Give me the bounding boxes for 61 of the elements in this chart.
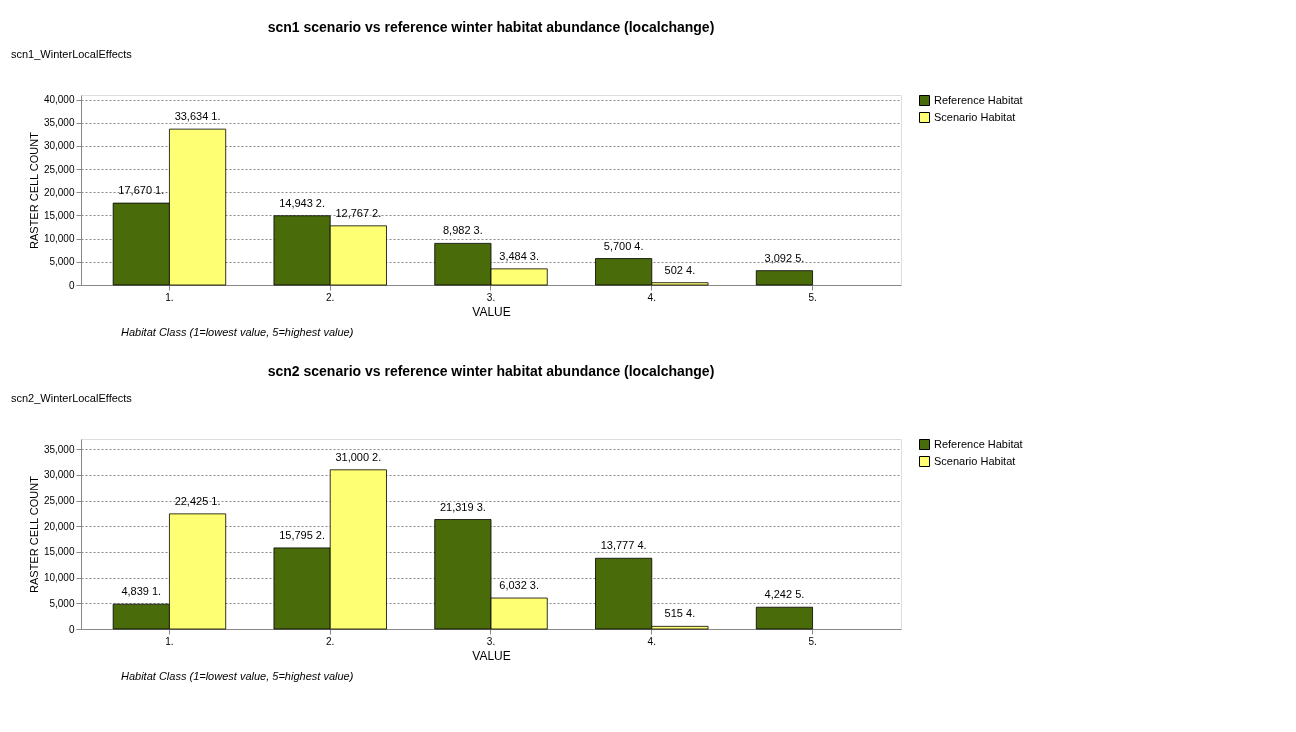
y-tick-label: 5,000 bbox=[49, 256, 75, 268]
data-label: 5,700 4. bbox=[603, 239, 644, 252]
text: scn2_WinterLocalEffects bbox=[11, 392, 133, 404]
x-axis-title: VALUE bbox=[472, 304, 511, 319]
y-tick-label: 40,000 bbox=[43, 94, 75, 106]
y-tick-label: 0 bbox=[68, 623, 75, 635]
y-tick-label: 10,000 bbox=[43, 233, 75, 245]
data-label: 8,982 3. bbox=[442, 224, 483, 237]
x-tick-label: 3. bbox=[486, 291, 496, 303]
bar bbox=[755, 270, 813, 286]
y-tick-label: 20,000 bbox=[43, 520, 75, 532]
data-label: 33,634 1. bbox=[174, 110, 221, 123]
y-axis-title: RASTER CELL COUNT bbox=[27, 475, 40, 593]
chart-title: scn1 scenario vs reference winter habitat abundance (localchange) bbox=[267, 19, 715, 35]
y-axis-title: RASTER CELL COUNT bbox=[27, 131, 40, 249]
x-tick-label: 1. bbox=[165, 635, 174, 647]
x-tick-label: 2. bbox=[326, 635, 335, 647]
y-tick-label: 30,000 bbox=[43, 469, 75, 481]
data-label: 14,943 2. bbox=[279, 196, 326, 209]
x-tick-label: 4. bbox=[647, 635, 656, 647]
data-label: 17,670 1. bbox=[118, 184, 165, 197]
data-label: 13,777 4. bbox=[600, 539, 647, 552]
data-label: 4,839 1. bbox=[121, 585, 162, 598]
text: scn1_WinterLocalEffects bbox=[11, 48, 133, 60]
legend-label: Reference Habitat bbox=[934, 437, 1023, 450]
legend-label: Scenario Habitat bbox=[934, 454, 1016, 467]
x-tick-label: 3. bbox=[486, 635, 496, 647]
y-tick-label: 20,000 bbox=[43, 186, 75, 198]
x-tick-label: 5. bbox=[808, 291, 817, 303]
bar bbox=[755, 606, 813, 630]
y-tick-label: 35,000 bbox=[43, 117, 75, 129]
y-tick-label: 25,000 bbox=[43, 163, 75, 175]
x-tick-label: 4. bbox=[647, 291, 656, 303]
text: Habitat Class (1=lowest value, 5=highest value) bbox=[121, 670, 354, 682]
data-label: 12,767 2. bbox=[335, 206, 382, 219]
y-tick-label: 30,000 bbox=[43, 140, 75, 152]
legend-label: Scenario Habitat bbox=[934, 110, 1016, 123]
data-label: 15,795 2. bbox=[279, 528, 326, 541]
x-tick-label: 5. bbox=[808, 635, 817, 647]
data-label: 31,000 2. bbox=[335, 450, 382, 463]
y-tick-label: 5,000 bbox=[49, 597, 75, 609]
data-label: 22,425 1. bbox=[174, 494, 221, 507]
data-label: 4,242 5. bbox=[764, 588, 805, 601]
data-label: 502 4. bbox=[664, 263, 696, 276]
data-label: 21,319 3. bbox=[439, 500, 486, 513]
data-label: 515 4. bbox=[664, 607, 696, 620]
y-tick-label: 10,000 bbox=[43, 572, 75, 584]
data-label: 6,032 3. bbox=[499, 579, 540, 592]
y-tick-label: 25,000 bbox=[43, 495, 75, 507]
chart-title: scn2 scenario vs reference winter habitat abundance (localchange) bbox=[267, 363, 715, 379]
data-label: 3,484 3. bbox=[499, 249, 540, 262]
x-tick-label: 2. bbox=[326, 291, 335, 303]
y-tick-label: 35,000 bbox=[43, 443, 75, 455]
y-tick-label: 0 bbox=[68, 279, 75, 291]
y-tick-label: 15,000 bbox=[43, 546, 75, 558]
text: Habitat Class (1=lowest value, 5=highest value) bbox=[121, 326, 354, 338]
data-label: 3,092 5. bbox=[764, 251, 805, 264]
x-axis-title: VALUE bbox=[472, 648, 511, 663]
x-tick-label: 1. bbox=[165, 291, 174, 303]
legend-label: Reference Habitat bbox=[934, 93, 1023, 106]
y-tick-label: 15,000 bbox=[43, 209, 75, 221]
